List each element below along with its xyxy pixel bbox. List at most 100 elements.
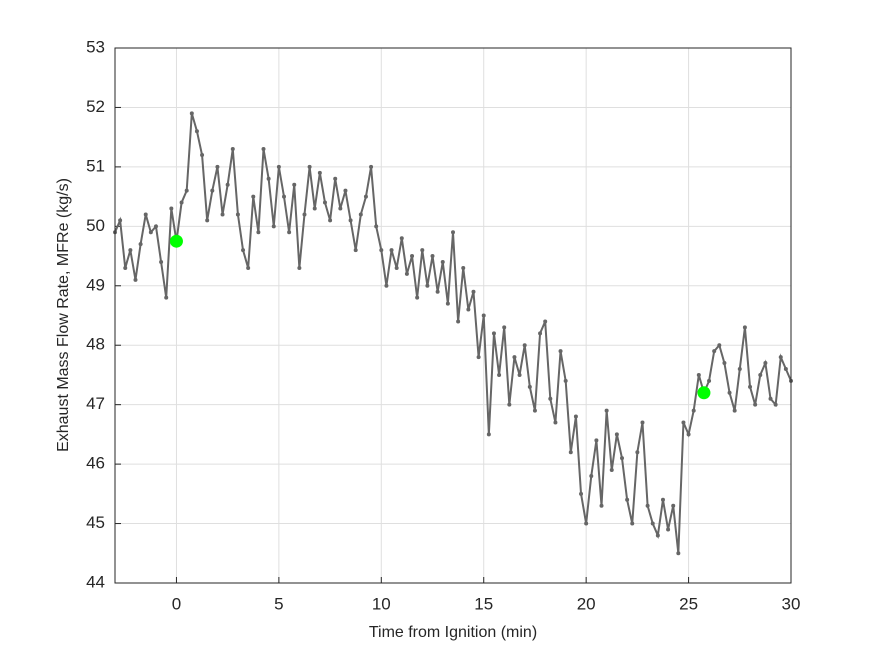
point xyxy=(538,331,543,336)
point xyxy=(164,295,169,300)
point xyxy=(712,349,717,354)
point xyxy=(389,248,394,253)
point xyxy=(138,242,143,247)
point xyxy=(343,188,348,193)
point xyxy=(328,218,333,223)
point xyxy=(773,402,778,407)
point xyxy=(384,283,389,288)
point xyxy=(707,378,712,383)
x-tick-label: 15 xyxy=(474,594,493,613)
y-tick-label: 53 xyxy=(86,37,105,56)
point xyxy=(589,474,594,478)
point xyxy=(681,420,686,425)
point xyxy=(338,206,343,211)
point xyxy=(205,218,210,223)
point xyxy=(123,265,128,270)
point xyxy=(220,212,225,217)
point xyxy=(732,408,737,413)
point xyxy=(159,260,164,264)
point xyxy=(230,147,235,152)
point xyxy=(630,521,635,526)
point xyxy=(379,248,384,253)
point xyxy=(225,182,230,187)
point xyxy=(548,396,553,401)
point xyxy=(261,147,266,152)
point xyxy=(333,176,338,181)
x-tick-label: 5 xyxy=(274,594,283,613)
point xyxy=(415,295,420,300)
point xyxy=(461,265,466,270)
point xyxy=(753,402,758,407)
point xyxy=(322,200,327,205)
plot-area xyxy=(115,48,791,583)
point xyxy=(445,301,450,306)
point xyxy=(440,260,445,264)
point xyxy=(348,218,353,223)
y-tick-label: 50 xyxy=(86,216,105,235)
point xyxy=(271,224,276,229)
point xyxy=(215,164,220,169)
point xyxy=(660,497,665,502)
point xyxy=(625,497,630,502)
point xyxy=(727,390,732,395)
point xyxy=(594,438,599,443)
point xyxy=(604,408,609,413)
highlight-point xyxy=(169,234,183,248)
point xyxy=(742,325,747,330)
point xyxy=(200,153,205,157)
point xyxy=(686,432,691,437)
point xyxy=(399,236,404,241)
point xyxy=(369,164,374,169)
point xyxy=(456,319,461,324)
point xyxy=(476,355,481,360)
point xyxy=(676,551,681,556)
point xyxy=(573,414,578,419)
point xyxy=(312,206,317,211)
point xyxy=(763,361,768,366)
y-tick-label: 45 xyxy=(86,513,105,532)
point xyxy=(363,194,368,199)
point xyxy=(374,224,379,229)
point xyxy=(553,420,558,425)
point xyxy=(645,503,650,508)
point xyxy=(558,349,563,354)
point xyxy=(118,218,123,223)
point xyxy=(543,319,548,324)
point xyxy=(133,277,138,282)
point xyxy=(527,384,532,389)
x-tick-label: 25 xyxy=(679,594,698,613)
point xyxy=(635,450,640,455)
point xyxy=(737,367,742,371)
point xyxy=(307,164,312,169)
point xyxy=(481,313,486,318)
point xyxy=(169,206,174,211)
point xyxy=(568,450,573,455)
point xyxy=(292,182,297,187)
point xyxy=(410,254,415,259)
point xyxy=(143,212,148,217)
point xyxy=(282,194,286,199)
point xyxy=(471,289,476,294)
point xyxy=(640,420,645,425)
point xyxy=(210,188,215,193)
point xyxy=(620,456,624,461)
point xyxy=(302,212,307,217)
point xyxy=(241,248,246,253)
y-tick-label: 44 xyxy=(86,572,105,591)
point xyxy=(666,527,671,532)
point xyxy=(650,521,655,526)
y-tick-label: 48 xyxy=(86,335,105,354)
point xyxy=(148,230,153,235)
point xyxy=(353,248,358,253)
point xyxy=(691,408,696,413)
point xyxy=(256,230,261,235)
point xyxy=(722,361,727,366)
point xyxy=(696,372,701,377)
point xyxy=(425,283,430,288)
point xyxy=(584,521,589,526)
point xyxy=(768,396,773,401)
point xyxy=(235,212,240,217)
y-tick-label: 47 xyxy=(86,394,105,413)
point xyxy=(522,343,527,348)
